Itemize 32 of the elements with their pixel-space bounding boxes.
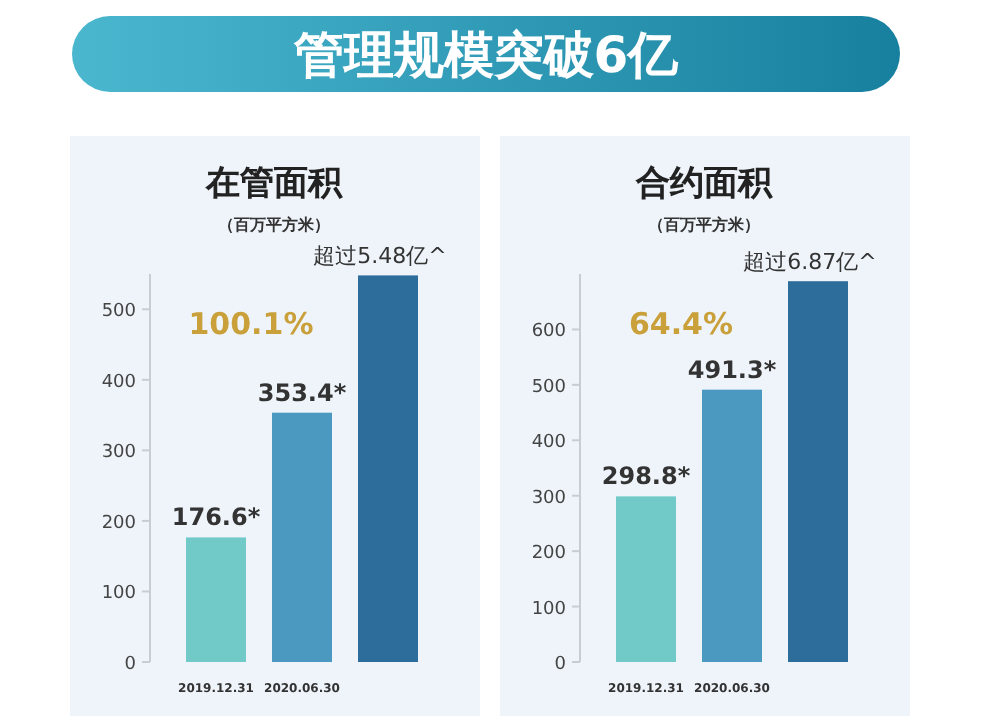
data-label: 超过6.87亿^: [743, 249, 877, 276]
chart-title: 在管面积: [204, 164, 344, 204]
y-tick-label: 0: [124, 655, 137, 675]
chart-subtitle: （百万平方米）: [648, 214, 760, 234]
y-tick-label: 500: [101, 302, 137, 323]
bar: [702, 389, 762, 662]
data-label: 176.6*: [171, 503, 262, 532]
bar: [272, 412, 332, 662]
y-tick-label: 600: [531, 322, 567, 343]
y-tick-label: 400: [531, 433, 567, 454]
text: 管理规模突破6亿: [291, 26, 681, 84]
bar: [358, 275, 418, 662]
data-label: 298.8*: [601, 462, 692, 491]
y-tick-label: 100: [101, 584, 137, 605]
chart-subtitle: （百万平方米）: [218, 214, 330, 234]
chart-title: 合约面积: [634, 164, 774, 204]
y-tick-label: 200: [101, 513, 137, 534]
annotation: 64.4%: [628, 306, 734, 342]
data-label: 超过5.48亿^: [313, 243, 447, 270]
data-label: 491.3*: [687, 355, 778, 384]
y-tick-label: 500: [531, 377, 567, 398]
data-label: 353.4*: [257, 378, 348, 407]
bar: [616, 496, 676, 662]
y-tick-label: 0: [554, 655, 567, 675]
bar: [788, 281, 848, 662]
y-tick-label: 200: [531, 544, 567, 565]
y-tick-label: 300: [101, 443, 137, 464]
y-tick-label: 100: [531, 599, 567, 620]
bar: [186, 537, 246, 662]
annotation: 100.1%: [188, 306, 314, 342]
y-tick-label: 300: [531, 488, 567, 509]
y-tick-label: 400: [101, 372, 137, 393]
